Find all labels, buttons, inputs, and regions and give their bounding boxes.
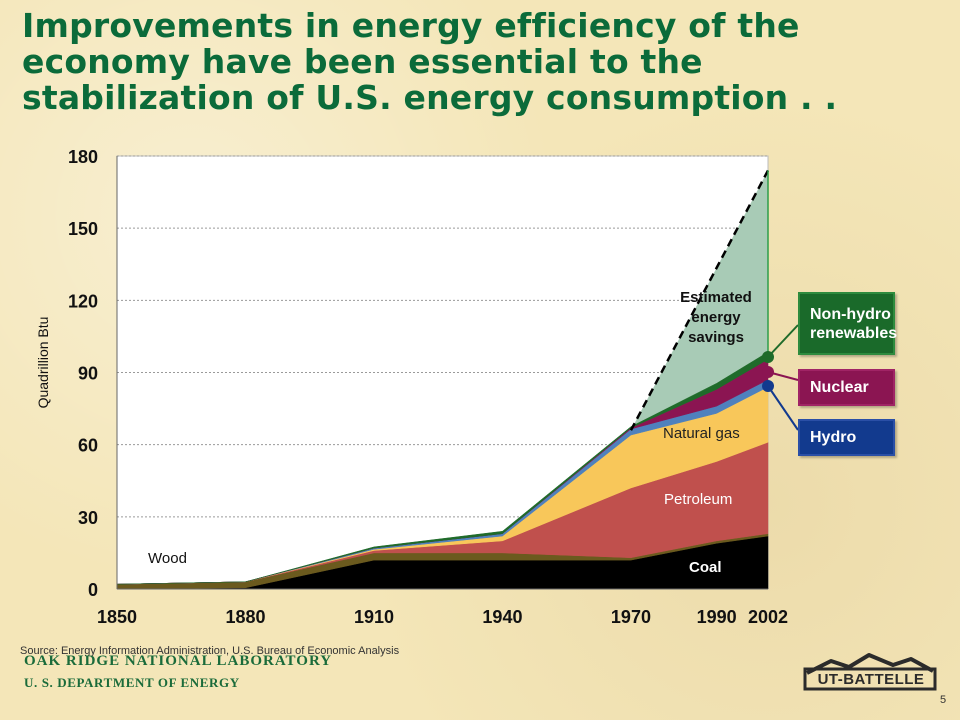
nuclear-leader-dot [762,366,774,378]
coal-label: Coal [689,559,722,576]
y-tick-label: 0 [88,580,98,600]
y-tick-label: 60 [78,436,98,456]
y-tick-label: 30 [78,508,98,528]
y-tick-label: 90 [78,364,98,384]
hydro-leader [767,385,799,431]
savings-trend-line [629,169,770,431]
lab-name: OAK RIDGE NATIONAL LABORATORY [24,653,333,669]
nuclear-callout: Nuclear [798,369,895,406]
wood-label: Wood [148,550,187,567]
y-tick-label: 120 [68,291,98,311]
x-tick-label: 1970 [611,607,651,627]
x-tick-label: 1910 [354,607,394,627]
x-tick-label: 1850 [97,607,137,627]
petroleum-label: Petroleum [664,491,732,508]
savings-label: savings [688,329,744,346]
page-title: Improvements in energy efficiency of the… [22,6,838,117]
renewables-leader-dot [762,351,774,363]
y-axis-label: Quadrillion Btu [35,317,51,409]
department-name: U. S. DEPARTMENT OF ENERGY [24,675,240,690]
page-number: 5 [940,694,947,706]
renewables-leader [767,324,799,358]
savings-label: energy [691,309,741,326]
y-tick-label: 150 [68,219,98,239]
savings-label: Estimated [680,289,752,306]
x-tick-label: 1940 [482,607,522,627]
ut-battelle-logo-icon [803,653,937,691]
renewables-callout: Non-hydro renewables [798,292,897,355]
y-tick-label: 180 [68,147,98,167]
x-tick-label: 1990 [697,607,737,627]
natural-gas-label: Natural gas [663,425,740,442]
logo-text: UT-BATTELLE [817,671,925,688]
x-tick-label: 1880 [225,607,265,627]
hydro-leader-dot [762,380,774,392]
x-tick-label: 2002 [748,607,788,627]
savings-area [630,170,768,431]
hydro-callout: Hydro [798,419,895,456]
source-note: Source: Energy Information Administratio… [20,645,400,657]
